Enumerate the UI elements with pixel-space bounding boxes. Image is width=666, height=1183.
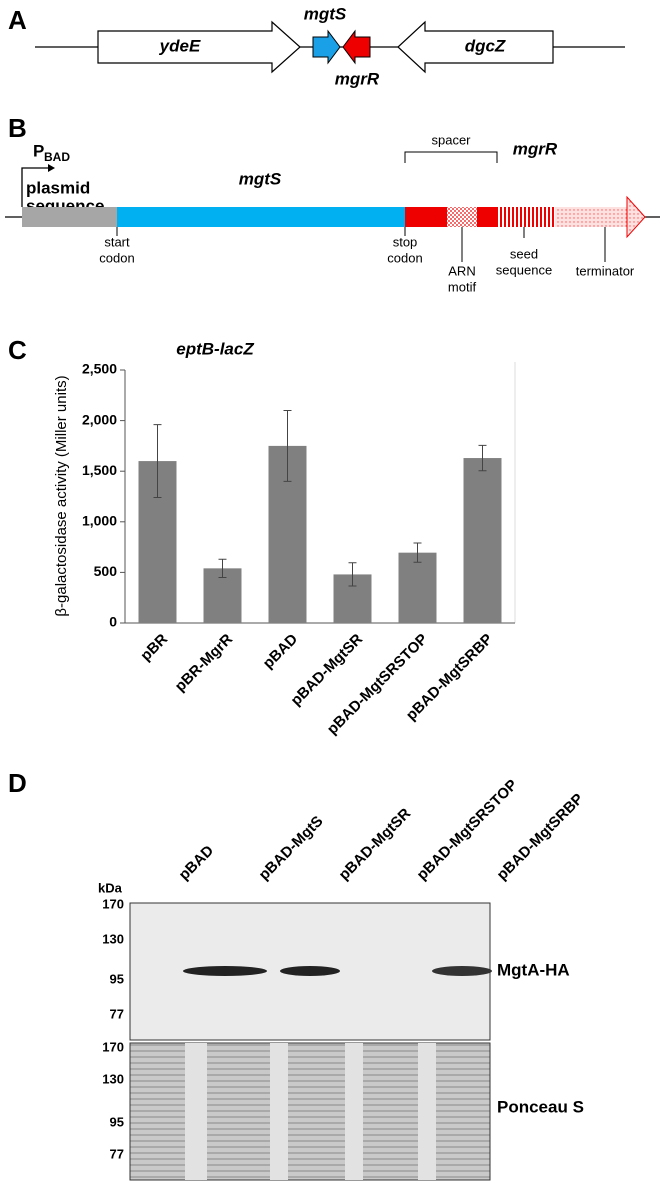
feature-label: codon <box>99 250 134 265</box>
band <box>280 966 340 976</box>
terminator-region <box>555 207 627 227</box>
lane-label: pBAD-MgtSR <box>336 805 415 884</box>
mgts-region <box>117 207 405 227</box>
error-bar <box>153 424 162 499</box>
bar <box>398 552 437 623</box>
spacer-label: spacer <box>431 132 471 147</box>
feature-label: terminator <box>576 263 635 278</box>
srna-arrowhead <box>626 195 646 239</box>
x-tick-label: pBAD <box>260 631 302 673</box>
y-tick-label: 1,500 <box>82 462 117 478</box>
panel-label: B <box>8 113 27 143</box>
y-tick-label: 500 <box>94 563 118 579</box>
lane-label: pBAD-MgtS <box>256 813 327 884</box>
panel-b: B P BAD plasmid sequence mgtS spacer mgr… <box>5 113 660 294</box>
promoter-sub: BAD <box>44 150 70 164</box>
panel-d: D kDa MgtA-HA Ponceau S pBAD pBAD-MgtS pBA… <box>8 768 587 1181</box>
blot-label: MgtA-HA <box>497 960 570 979</box>
y-tick-label: 2,500 <box>82 361 117 377</box>
feature-label: ARN <box>448 263 475 278</box>
y-axis-label: β-galactosidase activity (Miller units) <box>53 375 70 616</box>
marker-label: 77 <box>110 1146 124 1161</box>
gene-label: ydeE <box>159 36 201 55</box>
marker-label: 77 <box>110 1006 124 1021</box>
marker-label: 170 <box>102 1039 124 1054</box>
spacer-bracket <box>404 151 498 163</box>
gene-label: dgcZ <box>465 36 506 55</box>
feature-label: motif <box>448 279 477 294</box>
arn-region <box>447 207 477 227</box>
lane-gap <box>270 1043 288 1180</box>
promoter: P <box>33 141 44 160</box>
marker-label: 170 <box>102 896 124 911</box>
lane-label: pBAD <box>176 842 218 884</box>
lane-label: pBAD-MgtSRBP <box>494 790 587 883</box>
panel-a: A ydeE mgtS mgrR dgcZ <box>8 4 625 88</box>
plasmid-label: plasmid <box>26 178 90 197</box>
x-tick-label: pBR <box>137 630 171 664</box>
panel-c: C eptB-lacZ β-galactosidase activity (Mi… <box>8 335 516 738</box>
marker-label: 130 <box>102 1071 124 1086</box>
gene-arrow <box>97 20 301 74</box>
bar <box>463 458 502 623</box>
promoter-arrow <box>21 167 48 207</box>
marker-label: 130 <box>102 931 124 946</box>
chart-title: eptB-lacZ <box>176 339 254 358</box>
gene-arrow <box>397 20 554 74</box>
panel-label: D <box>8 768 27 798</box>
feature-label: seed <box>510 246 538 261</box>
y-tick-label: 2,000 <box>82 411 117 427</box>
gene-label: mgtS <box>239 169 282 188</box>
panel-label: C <box>8 335 27 365</box>
y-tick-label: 1,000 <box>82 513 117 529</box>
gene-arrow <box>342 29 371 65</box>
spacer-region <box>477 207 497 227</box>
error-bar <box>478 444 487 472</box>
x-tick-label: pBR-MgrR <box>172 630 237 695</box>
y-tick-label: 0 <box>109 614 117 630</box>
error-bar <box>413 542 422 563</box>
gene-label: mgrR <box>513 139 558 158</box>
lane-gap <box>345 1043 363 1180</box>
plasmid-region <box>22 207 117 227</box>
feature-label: codon <box>387 250 422 265</box>
error-bar <box>218 558 227 578</box>
marker-label: 95 <box>110 1114 124 1129</box>
marker-label: 95 <box>110 971 124 986</box>
feature-label: stop <box>393 234 418 249</box>
panel-label: A <box>8 5 27 35</box>
feature-label: start <box>104 234 130 249</box>
blot-label: Ponceau S <box>497 1097 584 1116</box>
lane-gap <box>418 1043 436 1180</box>
promoter-arrowhead <box>48 164 55 172</box>
band <box>432 966 492 976</box>
gene-label: mgtS <box>304 4 347 23</box>
feature-label: sequence <box>496 262 552 277</box>
seed-region <box>497 207 555 227</box>
band <box>183 966 267 976</box>
lane-gap <box>185 1043 207 1180</box>
unit-label: kDa <box>98 880 123 895</box>
gene-arrow <box>312 29 341 65</box>
gene-label: mgrR <box>335 69 380 88</box>
error-bar <box>348 562 357 587</box>
spacer-region <box>405 207 447 227</box>
error-bar <box>283 409 292 482</box>
